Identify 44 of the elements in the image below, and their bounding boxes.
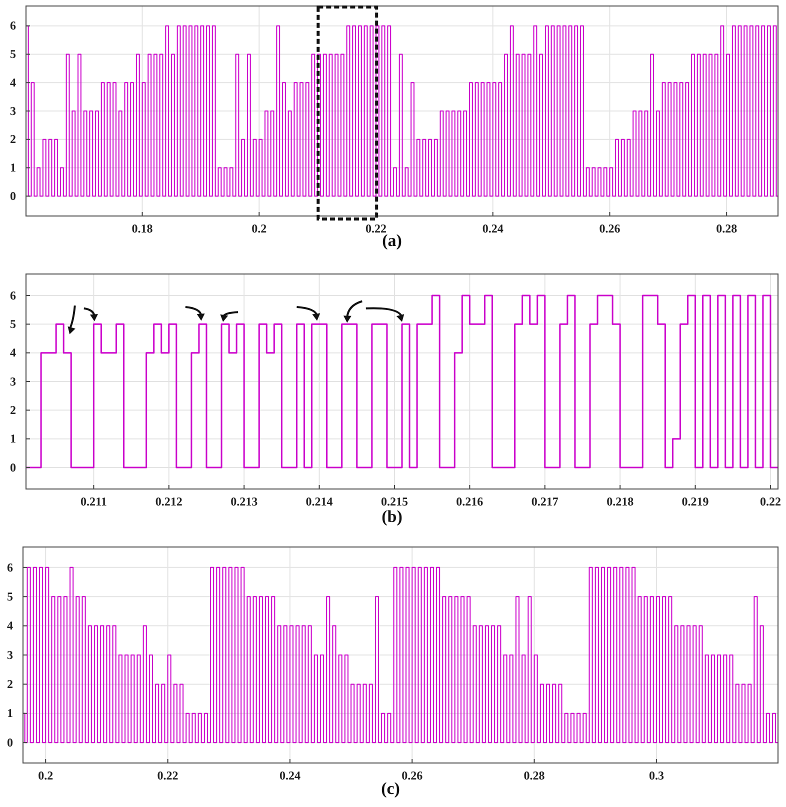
y-tick-label: 2 — [10, 403, 16, 418]
x-tick-label: 0.24 — [279, 768, 300, 783]
y-tick-label: 1 — [7, 706, 13, 720]
x-tick-label: 0.211 — [80, 494, 107, 509]
x-tick-label: 0.26 — [402, 768, 423, 783]
x-axis-title: (b) — [382, 507, 402, 526]
x-tick-label: 0.215 — [380, 494, 408, 509]
x-tick-label: 0.213 — [230, 494, 258, 509]
x-tick-label: 0.216 — [456, 494, 484, 509]
y-tick-label: 5 — [10, 47, 16, 62]
y-tick-label: 6 — [10, 18, 16, 33]
x-tick-label: 0.28 — [716, 222, 738, 236]
x-tick-label: 0.217 — [531, 494, 558, 509]
x-tick-label: 0.212 — [155, 494, 182, 509]
x-tick-label: 0.218 — [606, 494, 634, 509]
y-tick-label: 4 — [10, 75, 16, 90]
y-tick-label: 5 — [7, 589, 13, 604]
x-tick-label: 0.18 — [132, 222, 153, 236]
y-tick-label: 4 — [7, 618, 13, 633]
x-tick-label: 0.24 — [482, 222, 504, 236]
y-tick-label: 2 — [10, 132, 16, 146]
x-tick-label: 0.26 — [599, 222, 620, 236]
x-tick-label: 0.219 — [682, 494, 709, 509]
y-tick-label: 1 — [10, 160, 16, 175]
y-tick-label: 5 — [10, 317, 16, 332]
y-tick-label: 3 — [10, 104, 16, 118]
y-tick-label: 0 — [7, 735, 13, 750]
y-tick-label: 2 — [7, 677, 13, 692]
y-tick-label: 3 — [7, 648, 13, 662]
y-tick-label: 4 — [10, 346, 16, 360]
x-tick-label: 0.2 — [38, 768, 54, 783]
x-tick-label: 0.28 — [524, 768, 545, 783]
y-tick-label: 1 — [10, 432, 16, 446]
x-axis-title: (c) — [381, 779, 400, 798]
x-tick-label: 0.22 — [157, 768, 178, 783]
x-tick-label: 0.3 — [648, 768, 664, 783]
x-tick-label: 0.2 — [252, 222, 267, 236]
y-tick-label: 0 — [10, 460, 16, 474]
y-tick-label: 6 — [10, 288, 16, 302]
y-tick-label: 0 — [10, 188, 16, 203]
x-tick-label: 0.22 — [760, 494, 781, 509]
y-tick-label: 6 — [7, 560, 13, 574]
y-tick-label: 3 — [10, 374, 16, 388]
x-tick-label: 0.214 — [306, 494, 333, 509]
